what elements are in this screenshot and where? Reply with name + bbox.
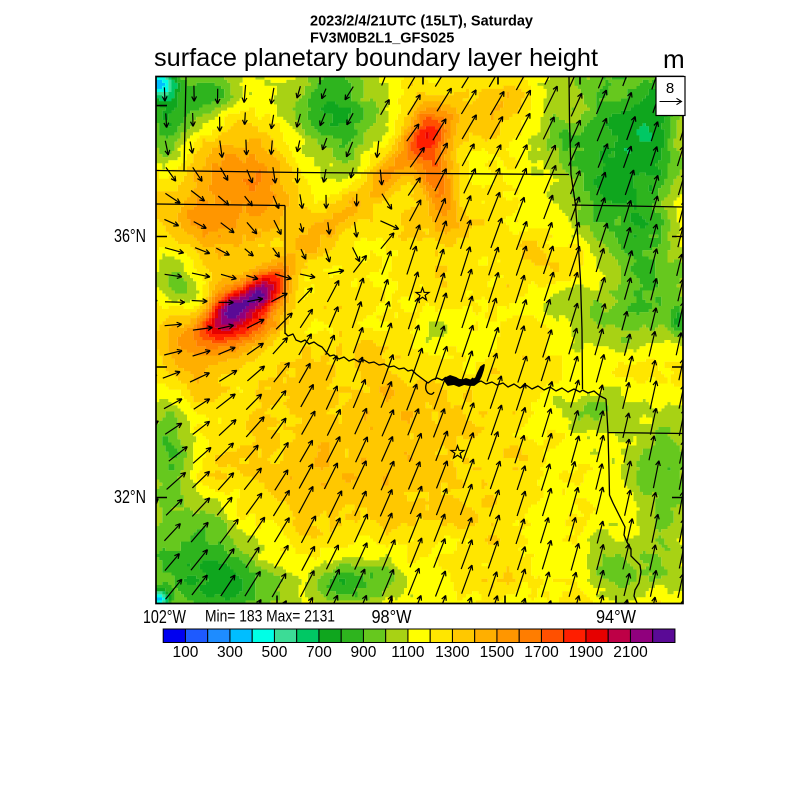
svg-text:500: 500: [261, 644, 287, 661]
svg-text:1500: 1500: [480, 644, 515, 661]
svg-text:98°W: 98°W: [372, 607, 412, 627]
svg-text:2100: 2100: [613, 644, 648, 661]
svg-text:100: 100: [172, 644, 198, 661]
svg-text:1300: 1300: [435, 644, 470, 661]
svg-text:94°W: 94°W: [596, 607, 636, 627]
svg-text:1900: 1900: [569, 644, 604, 661]
svg-text:FV3M0B2L1_GFS025: FV3M0B2L1_GFS025: [310, 31, 454, 47]
svg-text:1100: 1100: [391, 644, 425, 661]
svg-text:Min= 183 Max= 2131: Min= 183 Max= 2131: [205, 607, 335, 626]
svg-text:102°W: 102°W: [143, 607, 186, 627]
svg-text:300: 300: [217, 644, 243, 661]
svg-text:surface planetary boundary lay: surface planetary boundary layer height: [154, 44, 598, 72]
svg-text:900: 900: [350, 644, 376, 661]
svg-text:m: m: [663, 44, 685, 74]
svg-text:32°N: 32°N: [114, 487, 146, 507]
svg-text:700: 700: [306, 644, 332, 661]
svg-text:2023/2/4/21UTC (15LT), Saturda: 2023/2/4/21UTC (15LT), Saturday: [310, 14, 533, 30]
svg-text:36°N: 36°N: [114, 226, 146, 246]
svg-text:1700: 1700: [524, 644, 559, 661]
svg-text:8: 8: [666, 80, 674, 97]
